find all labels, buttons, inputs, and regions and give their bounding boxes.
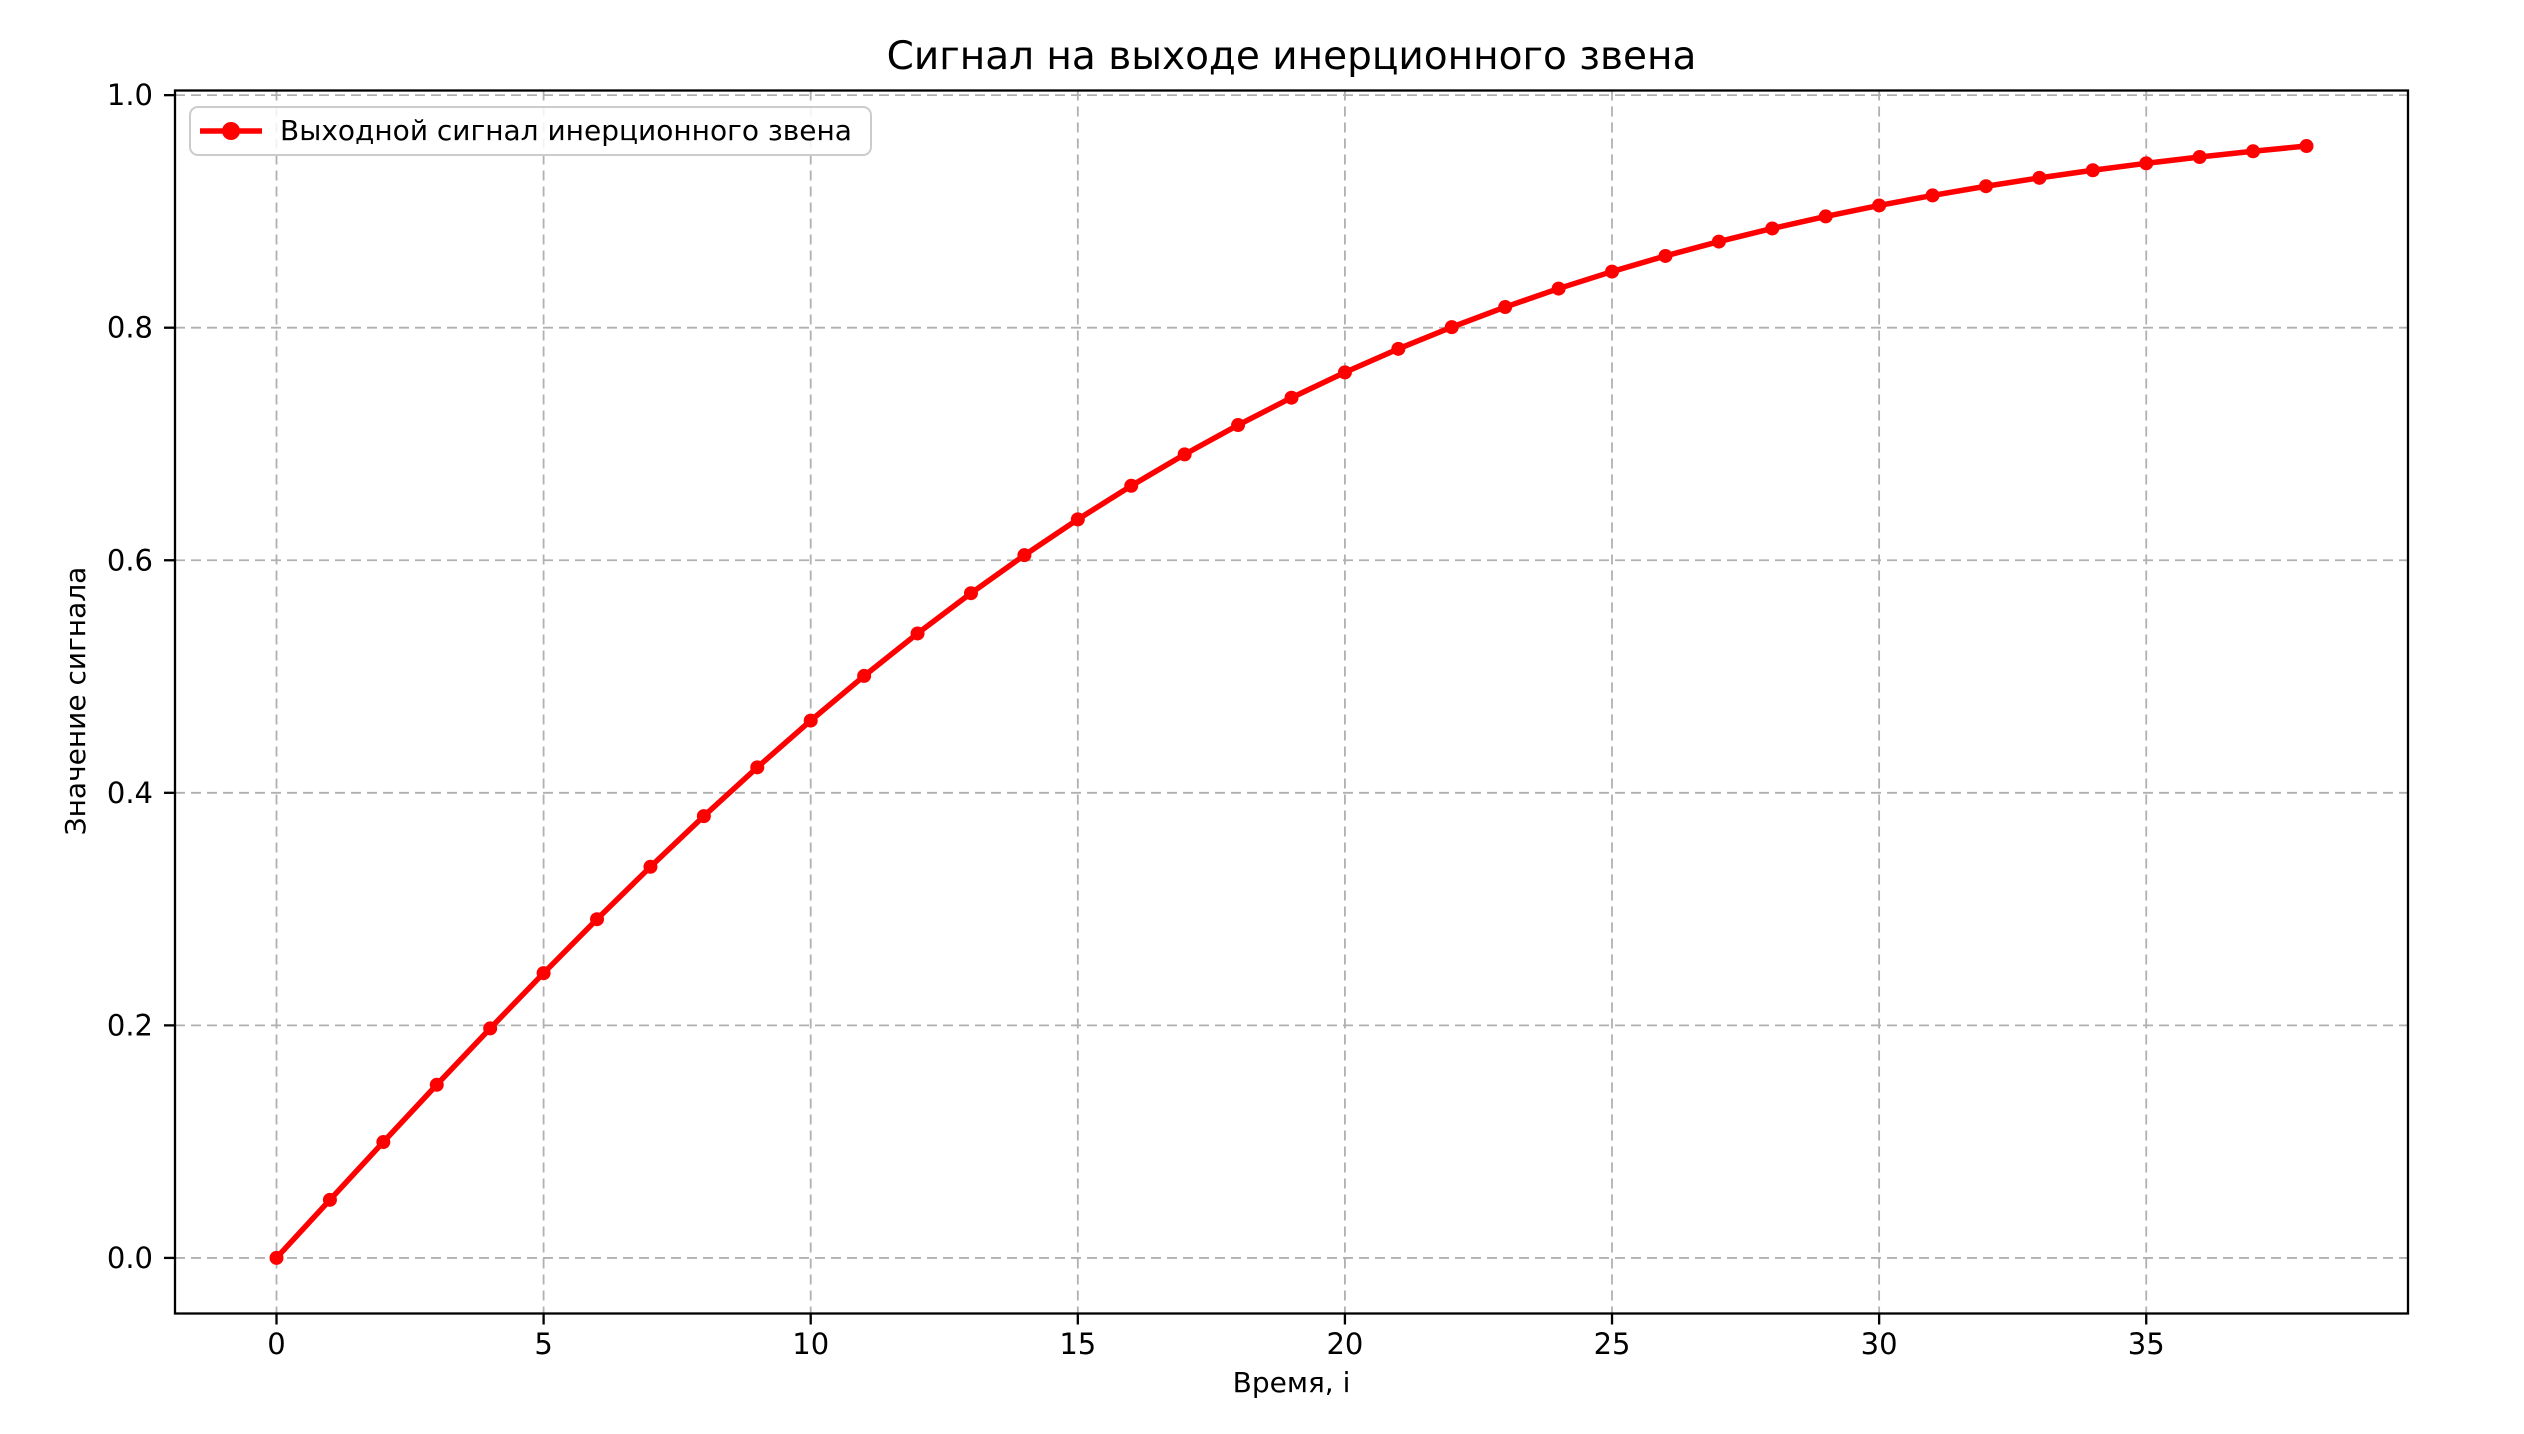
data-point-marker bbox=[2032, 170, 2047, 185]
data-point-marker bbox=[2085, 163, 2100, 178]
y-tick-label: 1.0 bbox=[107, 78, 153, 112]
signal-series bbox=[269, 139, 2314, 1265]
legend-sample-marker bbox=[222, 122, 240, 140]
y-tick-label: 0.8 bbox=[107, 311, 153, 345]
y-tick-label: 0.0 bbox=[107, 1241, 153, 1275]
x-tick-label: 35 bbox=[2128, 1327, 2165, 1361]
data-point-marker bbox=[1284, 390, 1299, 405]
data-point-marker bbox=[1711, 234, 1726, 249]
data-point-marker bbox=[269, 1250, 284, 1265]
data-point-marker bbox=[1391, 341, 1406, 356]
data-point-marker bbox=[376, 1135, 391, 1150]
x-tick-label: 10 bbox=[792, 1327, 829, 1361]
data-point-marker bbox=[910, 626, 925, 641]
x-tick-label: 30 bbox=[1861, 1327, 1898, 1361]
data-point-marker bbox=[1444, 320, 1459, 335]
legend-entry-label: Выходной сигнал инерционного звена bbox=[280, 114, 852, 147]
data-point-marker bbox=[1605, 264, 1620, 279]
data-point-marker bbox=[1177, 447, 1192, 462]
x-tick-label: 25 bbox=[1594, 1327, 1631, 1361]
data-point-marker bbox=[1978, 179, 1993, 194]
data-point-marker bbox=[1551, 281, 1566, 296]
x-tick-labels: 0 5 10 15 20 25 30 35 bbox=[267, 1327, 2164, 1361]
chart-title: Сигнал на выходе инерционного звена bbox=[886, 34, 1697, 79]
data-point-marker bbox=[1498, 300, 1513, 315]
series-line bbox=[273, 143, 2310, 1261]
x-axis-label: Время, i bbox=[1232, 1366, 1351, 1399]
y-tick-label: 0.2 bbox=[107, 1008, 153, 1042]
data-point-marker bbox=[1124, 478, 1139, 493]
data-point-marker bbox=[536, 966, 551, 981]
x-tick-label: 5 bbox=[534, 1327, 552, 1361]
data-point-marker bbox=[803, 713, 818, 728]
data-point-marker bbox=[2139, 156, 2154, 171]
data-point-marker bbox=[429, 1077, 444, 1092]
data-point-marker bbox=[963, 586, 978, 601]
data-point-marker bbox=[696, 809, 711, 824]
data-point-marker bbox=[1070, 512, 1085, 527]
data-point-marker bbox=[590, 912, 605, 927]
data-point-marker bbox=[1658, 248, 1673, 263]
y-tick-label: 0.4 bbox=[107, 776, 153, 810]
x-tick-label: 15 bbox=[1059, 1327, 1096, 1361]
data-point-marker bbox=[1017, 548, 1032, 563]
grid-lines bbox=[175, 90, 2408, 1314]
plot-border bbox=[173, 89, 2410, 1315]
legend-line-sample bbox=[200, 122, 262, 140]
data-point-marker bbox=[1818, 209, 1833, 224]
data-point-marker bbox=[1231, 418, 1246, 433]
data-point-marker bbox=[322, 1192, 337, 1207]
data-point-marker bbox=[483, 1021, 498, 1036]
data-point-marker bbox=[750, 760, 765, 775]
data-point-marker bbox=[2246, 144, 2261, 159]
data-point-marker bbox=[857, 668, 872, 683]
legend: Выходной сигнал инерционного звена bbox=[189, 106, 872, 156]
y-tick-label: 0.6 bbox=[107, 543, 153, 577]
data-point-marker bbox=[2299, 139, 2314, 154]
data-point-marker bbox=[1765, 221, 1780, 236]
data-point-marker bbox=[643, 859, 658, 874]
x-tick-label: 20 bbox=[1326, 1327, 1363, 1361]
axis-ticks bbox=[164, 94, 2148, 1325]
x-tick-label: 0 bbox=[267, 1327, 285, 1361]
data-point-marker bbox=[1337, 365, 1352, 380]
data-point-marker bbox=[2192, 149, 2207, 164]
data-point-marker bbox=[1872, 198, 1887, 213]
y-axis-label: Значение сигнала bbox=[59, 566, 92, 836]
data-point-marker bbox=[1925, 188, 1940, 203]
y-tick-labels: 0.0 0.2 0.4 0.6 0.8 1.0 bbox=[107, 78, 153, 1275]
